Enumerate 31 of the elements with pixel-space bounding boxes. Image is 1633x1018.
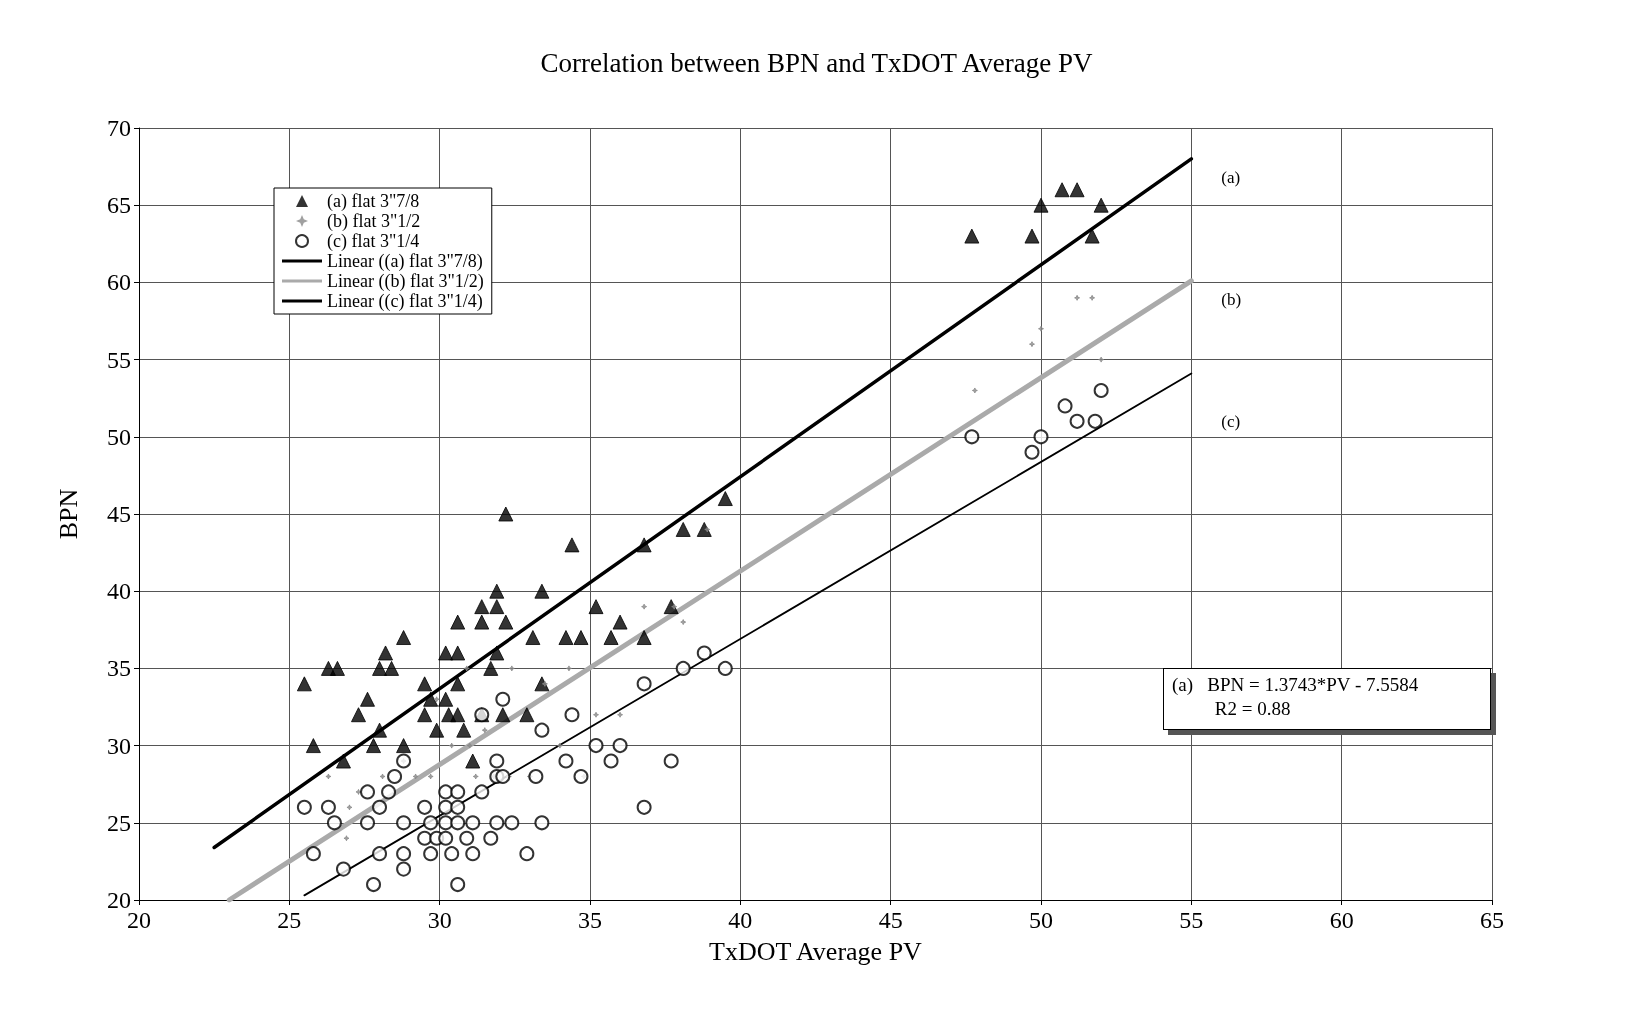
y-axis-title: BPN <box>53 488 83 540</box>
x-tick-label: 65 <box>1480 907 1504 933</box>
annotation: (c) <box>1221 412 1241 432</box>
legend-label: Linear ((b) flat 3"1/2) <box>327 271 484 292</box>
legend-label: (c) flat 3"1/4 <box>327 231 420 252</box>
y-tick-label: 70 <box>107 115 131 141</box>
x-tick-label: 55 <box>1179 907 1204 933</box>
x-tick-label: 60 <box>1329 907 1354 933</box>
chart-title: Correlation between BPN and TxDOT Average PV <box>540 47 1093 78</box>
legend-label: Linear ((a) flat 3"7/8) <box>327 251 483 272</box>
x-tick-label: 25 <box>277 907 302 933</box>
x-tick-label: 45 <box>878 907 903 933</box>
y-tick-label: 35 <box>107 655 131 682</box>
x-tick-label: 40 <box>728 907 753 933</box>
legend-label: (b) flat 3"1/2 <box>327 211 421 232</box>
annotation: (b) <box>1221 289 1242 309</box>
x-axis-title: TxDOT Average PV <box>709 936 923 966</box>
y-tick-label: 40 <box>107 578 131 605</box>
y-tick-label: 50 <box>107 423 131 450</box>
annotation: (a) <box>1221 167 1241 187</box>
y-tick-label: 30 <box>107 732 131 759</box>
legend-label: (a) flat 3"7/8 <box>327 191 420 212</box>
x-tick-label: 30 <box>427 907 452 933</box>
y-tick-label: 25 <box>107 809 131 836</box>
y-tick-label: 60 <box>107 269 131 296</box>
x-tick-label: 35 <box>578 907 602 933</box>
y-tick-label: 65 <box>107 192 131 219</box>
y-tick-label: 45 <box>107 501 131 527</box>
legend-label: Linear ((c) flat 3"1/4) <box>327 291 483 312</box>
y-tick-label: 55 <box>107 346 131 373</box>
x-tick-label: 50 <box>1029 907 1053 933</box>
